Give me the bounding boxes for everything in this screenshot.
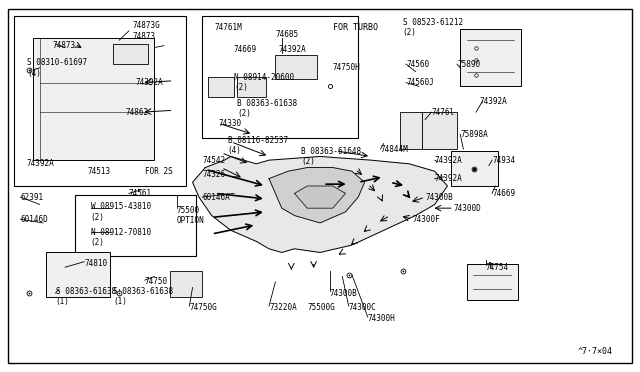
Bar [422,112,457,149]
Bar [46,253,109,297]
Text: 74300D: 74300D [454,203,481,213]
Text: 74513: 74513 [88,167,111,176]
Bar [237,77,266,97]
Text: 74669: 74669 [234,45,257,54]
Text: 74754: 74754 [486,263,509,272]
Text: S 08363-61638
(1): S 08363-61638 (1) [113,287,173,307]
Text: FOR 2S: FOR 2S [145,167,173,176]
Text: 74561: 74561 [129,189,152,198]
Text: 74392A: 74392A [278,45,307,54]
Bar [467,263,518,301]
Bar [75,195,196,256]
Text: S 08523-61212
(2): S 08523-61212 (2) [403,17,463,37]
Text: 74844M: 74844M [381,145,408,154]
Text: 75500G: 75500G [307,303,335,312]
Text: ^7·7×04: ^7·7×04 [578,347,613,356]
Text: 74300F: 74300F [412,215,440,224]
Text: N 08912-70810
(2): N 08912-70810 (2) [91,228,151,247]
Text: 74300H: 74300H [368,314,396,323]
Text: 60146A: 60146A [202,193,230,202]
Text: S 08363-61638
(1): S 08363-61638 (1) [56,287,116,307]
Text: 74669: 74669 [492,189,515,198]
Bar [14,16,186,186]
Text: 74862: 74862 [125,108,148,117]
Text: 75890: 75890 [457,60,480,69]
Text: 75898A: 75898A [460,130,488,139]
Text: 74326: 74326 [202,170,225,179]
Polygon shape [294,186,346,208]
Text: 74934: 74934 [492,155,515,165]
Bar [202,16,358,138]
Bar [399,112,422,149]
Text: FOR TURBO: FOR TURBO [333,23,378,32]
Text: 74542: 74542 [202,155,225,165]
Text: 74750G: 74750G [189,303,217,312]
Text: 7476l: 7476l [431,108,454,117]
Text: 74392A: 74392A [435,174,463,183]
Text: 73220A: 73220A [269,303,297,312]
Text: 74750H: 74750H [333,63,360,72]
Text: W 08915-43810
(2): W 08915-43810 (2) [91,202,151,222]
Text: B 08363-61638
(2): B 08363-61638 (2) [237,99,298,118]
Text: 74685: 74685 [275,30,298,39]
Bar [275,55,317,79]
Text: 74330: 74330 [218,119,241,128]
Bar [209,77,234,97]
Text: 75500
OPTION: 75500 OPTION [177,206,204,225]
Text: 74560: 74560 [406,60,429,69]
Text: 74392A: 74392A [27,159,54,169]
Text: 74392A: 74392A [135,78,163,87]
Text: 60146D: 60146D [20,215,48,224]
Text: 74392A: 74392A [479,97,507,106]
Text: 74392A: 74392A [435,155,463,165]
Polygon shape [193,157,447,253]
Text: 74873G
74873: 74873G 74873 [132,21,160,41]
Text: N 08914-20600
(2): N 08914-20600 (2) [234,73,294,92]
Text: 74300C: 74300C [349,303,376,312]
Text: 62391: 62391 [20,193,44,202]
Text: 74750: 74750 [145,278,168,286]
Bar [170,271,202,297]
Polygon shape [269,167,365,223]
Text: S 08310-61697
(4): S 08310-61697 (4) [27,58,87,77]
Text: B 08363-61648
(2): B 08363-61648 (2) [301,147,361,166]
Text: B 08116-82537
(4): B 08116-82537 (4) [228,136,288,155]
Bar [113,44,148,64]
Bar [460,29,521,86]
Text: 74560J: 74560J [406,78,434,87]
Text: 74810: 74810 [84,259,108,268]
Bar [451,151,499,186]
Bar [33,38,154,160]
Text: 74761M: 74761M [215,23,243,32]
Text: 74300B: 74300B [330,289,357,298]
Text: 74873: 74873 [52,41,76,50]
Text: 74300B: 74300B [425,193,453,202]
